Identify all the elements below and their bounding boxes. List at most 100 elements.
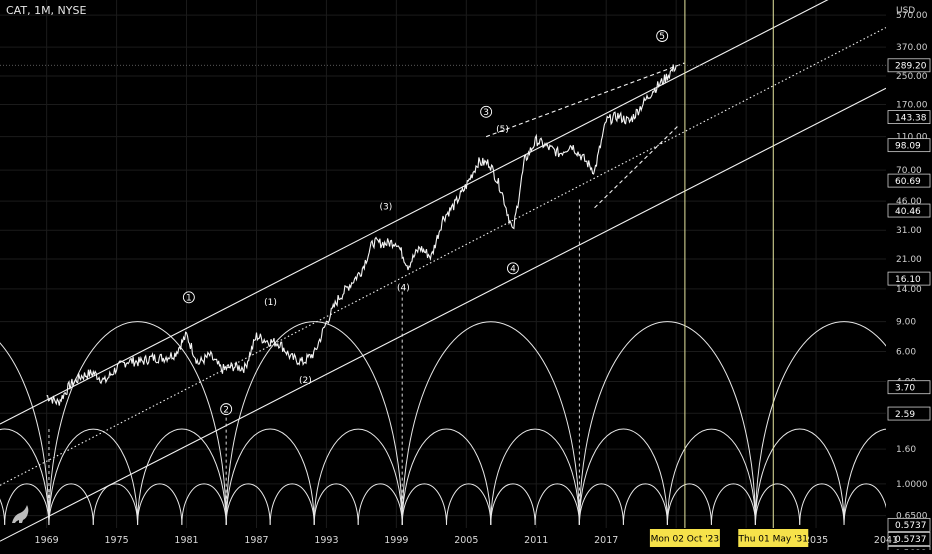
quarter-cycle-arc-11 bbox=[357, 483, 403, 525]
bottom-trend bbox=[594, 125, 679, 209]
quarter-cycle-arc-14 bbox=[490, 483, 536, 525]
price-tag-6: 3.70 bbox=[895, 383, 915, 393]
half-cycle-arc-8 bbox=[578, 428, 668, 525]
y-tick-label-1: 370.00 bbox=[896, 43, 928, 53]
y-tick-label-2: 250.00 bbox=[896, 72, 928, 82]
y-tick-label-6: 46.00 bbox=[896, 197, 922, 207]
half-cycle-arc-7 bbox=[490, 428, 580, 525]
half-cycle-arc-6 bbox=[401, 428, 492, 525]
quarter-cycle-arc-19 bbox=[710, 483, 756, 525]
price-tag-box-4 bbox=[887, 203, 931, 218]
price-tag-box-1 bbox=[887, 110, 931, 125]
lower-channel bbox=[0, 87, 887, 542]
top-trend bbox=[485, 62, 685, 138]
cycle-arc-2 bbox=[225, 321, 403, 525]
wave-label-8: 4 bbox=[510, 265, 516, 275]
quarter-cycle-arc-16 bbox=[578, 483, 624, 525]
cycle-arc-4 bbox=[578, 321, 756, 525]
wave-circle-8 bbox=[506, 262, 519, 275]
cycle-drop-lines bbox=[48, 199, 580, 525]
y-tick-label-16: 0.6500 bbox=[896, 512, 928, 522]
y-tick-label-3: 170.00 bbox=[896, 101, 928, 111]
price-tag-box-2 bbox=[887, 138, 931, 153]
quarter-cycle-arc-13 bbox=[445, 483, 492, 525]
wave-label-5: (4) bbox=[397, 284, 410, 294]
y-tick-label-9: 14.00 bbox=[896, 285, 922, 295]
x-tick-label-7: 2011 bbox=[524, 535, 548, 546]
x-tick-label-5: 1999 bbox=[384, 535, 408, 546]
y-tick-label-0: 570.00 bbox=[896, 11, 928, 21]
quarter-cycle-arc-10 bbox=[313, 483, 359, 525]
channel-lines bbox=[0, 0, 887, 542]
wave-circle-6 bbox=[480, 105, 493, 118]
x-tick-label-4: 1993 bbox=[314, 535, 338, 546]
wave-circle-2 bbox=[220, 403, 233, 416]
y-tick-label-8: 21.00 bbox=[896, 255, 922, 265]
wave-label-7: (5) bbox=[496, 125, 509, 135]
x-tick-label-11: 2035 bbox=[804, 535, 828, 546]
wave-label-4: (3) bbox=[380, 202, 393, 212]
currency-label: USD bbox=[896, 6, 915, 16]
vertical-markers bbox=[684, 0, 774, 528]
price-tag-box-9 bbox=[887, 531, 931, 546]
wave-label-3: (2) bbox=[299, 376, 312, 386]
grid bbox=[0, 0, 886, 528]
quarter-cycle-arc-4 bbox=[48, 483, 94, 525]
quarter-cycle-arc-2 bbox=[0, 498, 6, 525]
wave-label-0: 1 bbox=[186, 294, 192, 304]
quarter-cycle-arc-7 bbox=[181, 483, 227, 525]
price-tag-3: 60.69 bbox=[895, 177, 921, 187]
price-series bbox=[0, 64, 886, 406]
quarter-cycle-arc-18 bbox=[666, 483, 712, 525]
x-tick-label-8: 2017 bbox=[594, 535, 618, 546]
wave-circle-0 bbox=[182, 291, 195, 304]
price-tag-5: 16.10 bbox=[895, 275, 921, 285]
wave-labels: 1 (1) 2 (2) (3) (4) 3 (5) 4 5 bbox=[182, 30, 669, 416]
y-tick-label-4: 110.00 bbox=[896, 133, 928, 143]
y-tick-label-14: 1.60 bbox=[896, 445, 916, 455]
price-tag-2: 98.09 bbox=[895, 141, 921, 151]
mid-channel bbox=[0, 27, 887, 486]
half-cycle-arc-10 bbox=[754, 428, 845, 525]
price-tag-1: 143.38 bbox=[895, 113, 927, 123]
half-cycle-arc-5 bbox=[313, 428, 403, 525]
price-tag-8: 0.5737 bbox=[895, 521, 927, 531]
x-axis: 1969 1975 1981 1987 1993 1999 2005 2011 2017 2035… bbox=[35, 529, 898, 547]
price-tag-box-8 bbox=[887, 517, 931, 532]
x-tick-label-12: 2041 bbox=[874, 535, 898, 546]
half-cycle-arc-3 bbox=[137, 428, 227, 525]
tradingview-logo bbox=[12, 505, 29, 523]
upper-channel bbox=[0, 0, 829, 425]
half-cycle-arc-4 bbox=[225, 428, 315, 525]
quarter-cycle-arc-17 bbox=[622, 483, 668, 525]
price-tag-0: 289.20 bbox=[895, 61, 927, 71]
price-tag-4: 40.46 bbox=[895, 207, 921, 217]
price-tag-box-0 bbox=[887, 58, 931, 73]
quarter-cycle-arc-22 bbox=[843, 483, 889, 525]
chart-title: CAT, 1M, NYSE bbox=[6, 4, 87, 17]
half-cycle-arc-2 bbox=[48, 428, 139, 525]
x-tick-label-1: 1975 bbox=[104, 535, 128, 546]
price-tag-box-3 bbox=[887, 173, 931, 188]
x-tick-label-0: 1969 bbox=[35, 535, 59, 546]
x-tick-label-6: 2005 bbox=[454, 535, 478, 546]
price-line bbox=[46, 64, 677, 406]
quarter-cycle-arc-21 bbox=[799, 483, 845, 525]
marker-date-box-1 bbox=[738, 529, 809, 547]
quarter-cycle-arc-12 bbox=[401, 483, 447, 525]
y-tick-label-11: 6.00 bbox=[896, 348, 916, 358]
quarter-cycle-arc-5 bbox=[92, 483, 139, 525]
half-cycle-arc-9 bbox=[666, 428, 756, 525]
wave-circle-9 bbox=[656, 30, 669, 42]
y-tick-label-7: 31.00 bbox=[896, 226, 922, 236]
quarter-cycle-arc-15 bbox=[534, 483, 580, 525]
marker-date-label-0: Mon 02 Oct '23 bbox=[651, 535, 720, 545]
wave-label-1: (1) bbox=[264, 298, 277, 308]
price-tag-box-7 bbox=[887, 406, 931, 421]
quarter-cycle-arc-6 bbox=[137, 483, 183, 525]
wave-label-9: 5 bbox=[659, 32, 665, 42]
y-tick-label-15: 1.0000 bbox=[896, 480, 928, 490]
